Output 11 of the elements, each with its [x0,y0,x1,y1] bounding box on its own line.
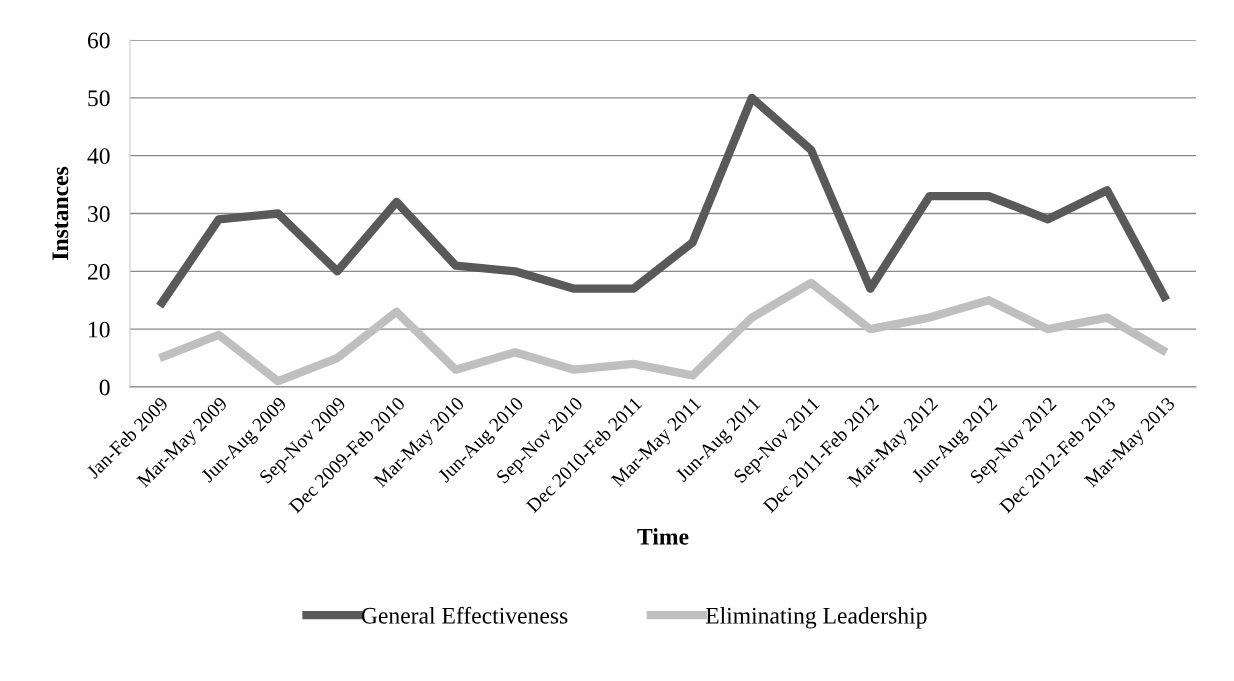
y-tick-label: 50 [88,90,110,107]
y-tick-label: 30 [88,205,110,222]
y-tick-label: 60 [87,32,110,49]
y-tick-label: 10 [89,321,110,338]
y-axis-title: Instances [52,166,69,260]
y-tick-label: 20 [87,263,110,280]
legend-label: General Effectiveness [361,606,568,624]
x-axis-title: Time [637,528,689,545]
y-tick-label: 40 [87,148,110,165]
y-tick-label: 0 [99,379,110,396]
legend-label: Eliminating Leadership [705,607,927,629]
